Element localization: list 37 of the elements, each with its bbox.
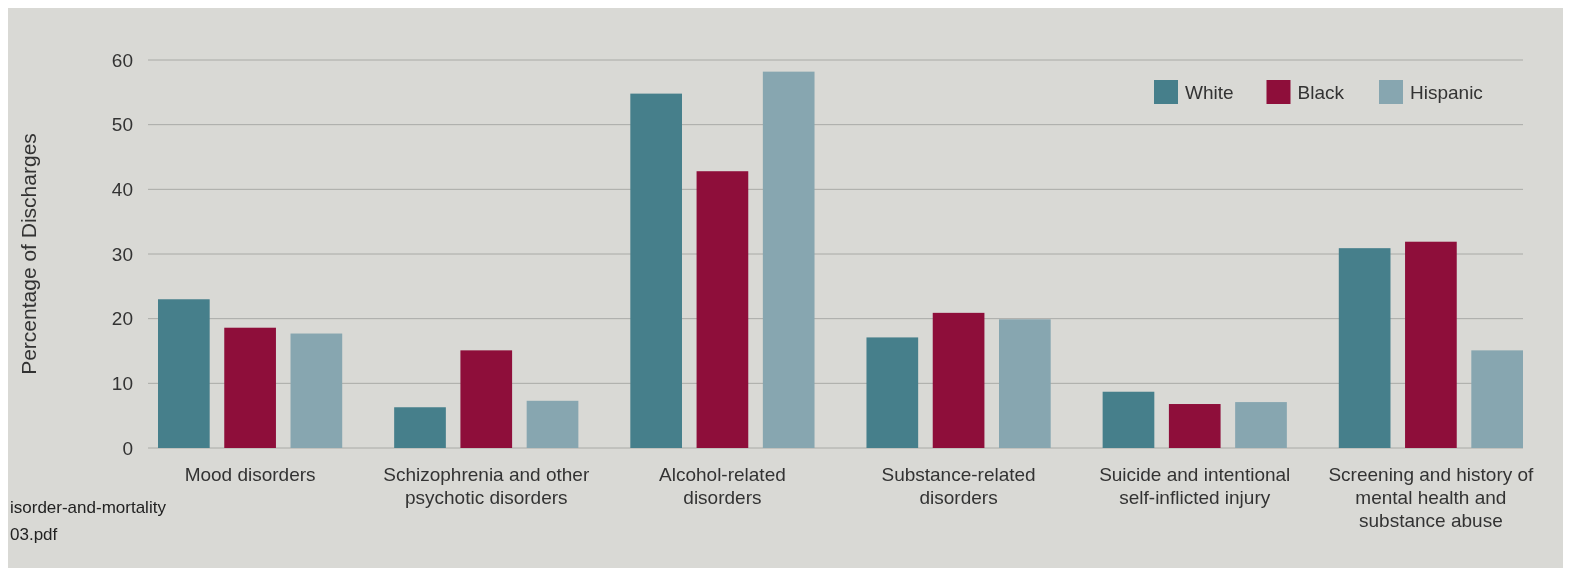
x-tick-label: Schizophrenia and other psychotic disorders <box>383 464 590 508</box>
bar <box>866 337 919 448</box>
bar <box>394 407 446 448</box>
legend-label: Hispanic <box>1410 81 1483 103</box>
bar <box>1471 350 1523 448</box>
legend-label: Black <box>1297 81 1345 103</box>
bar <box>526 400 579 448</box>
text: 03.pdf <box>10 525 58 544</box>
legend-label: White <box>1185 81 1234 103</box>
y-tick-label: 20 <box>111 308 133 330</box>
y-tick-label: 40 <box>111 178 133 200</box>
bar <box>932 312 985 448</box>
y-tick-label: 50 <box>111 114 133 136</box>
bar <box>224 327 276 448</box>
y-axis-title: Percentage of Discharges <box>17 133 40 375</box>
x-tick-label: Screening and history of mental health and substance abuse <box>1328 464 1535 531</box>
x-tick-label: Substance-related disorders <box>881 464 1036 508</box>
x-tick-label: Alcohol-related disorders <box>659 464 786 508</box>
bar <box>1235 402 1287 448</box>
text: isorder-and-mortality <box>10 498 167 517</box>
bar <box>1102 391 1155 448</box>
bar <box>696 171 749 448</box>
bar <box>460 350 513 448</box>
bar <box>1405 241 1457 448</box>
bar <box>630 93 682 448</box>
y-tick-label: 10 <box>111 372 133 394</box>
x-tick-label: Mood disorders <box>184 464 316 485</box>
bar <box>1338 248 1391 448</box>
y-tick-label: 60 <box>111 49 133 71</box>
bar <box>762 71 815 448</box>
bar <box>158 299 210 448</box>
y-tick-label: 0 <box>122 437 133 459</box>
x-tick-label: Suicide and intentional self-inflicted injury <box>1099 464 1291 508</box>
bar <box>999 319 1051 448</box>
bar <box>290 333 343 448</box>
y-tick-label: 30 <box>111 243 133 265</box>
bar <box>1168 404 1221 448</box>
